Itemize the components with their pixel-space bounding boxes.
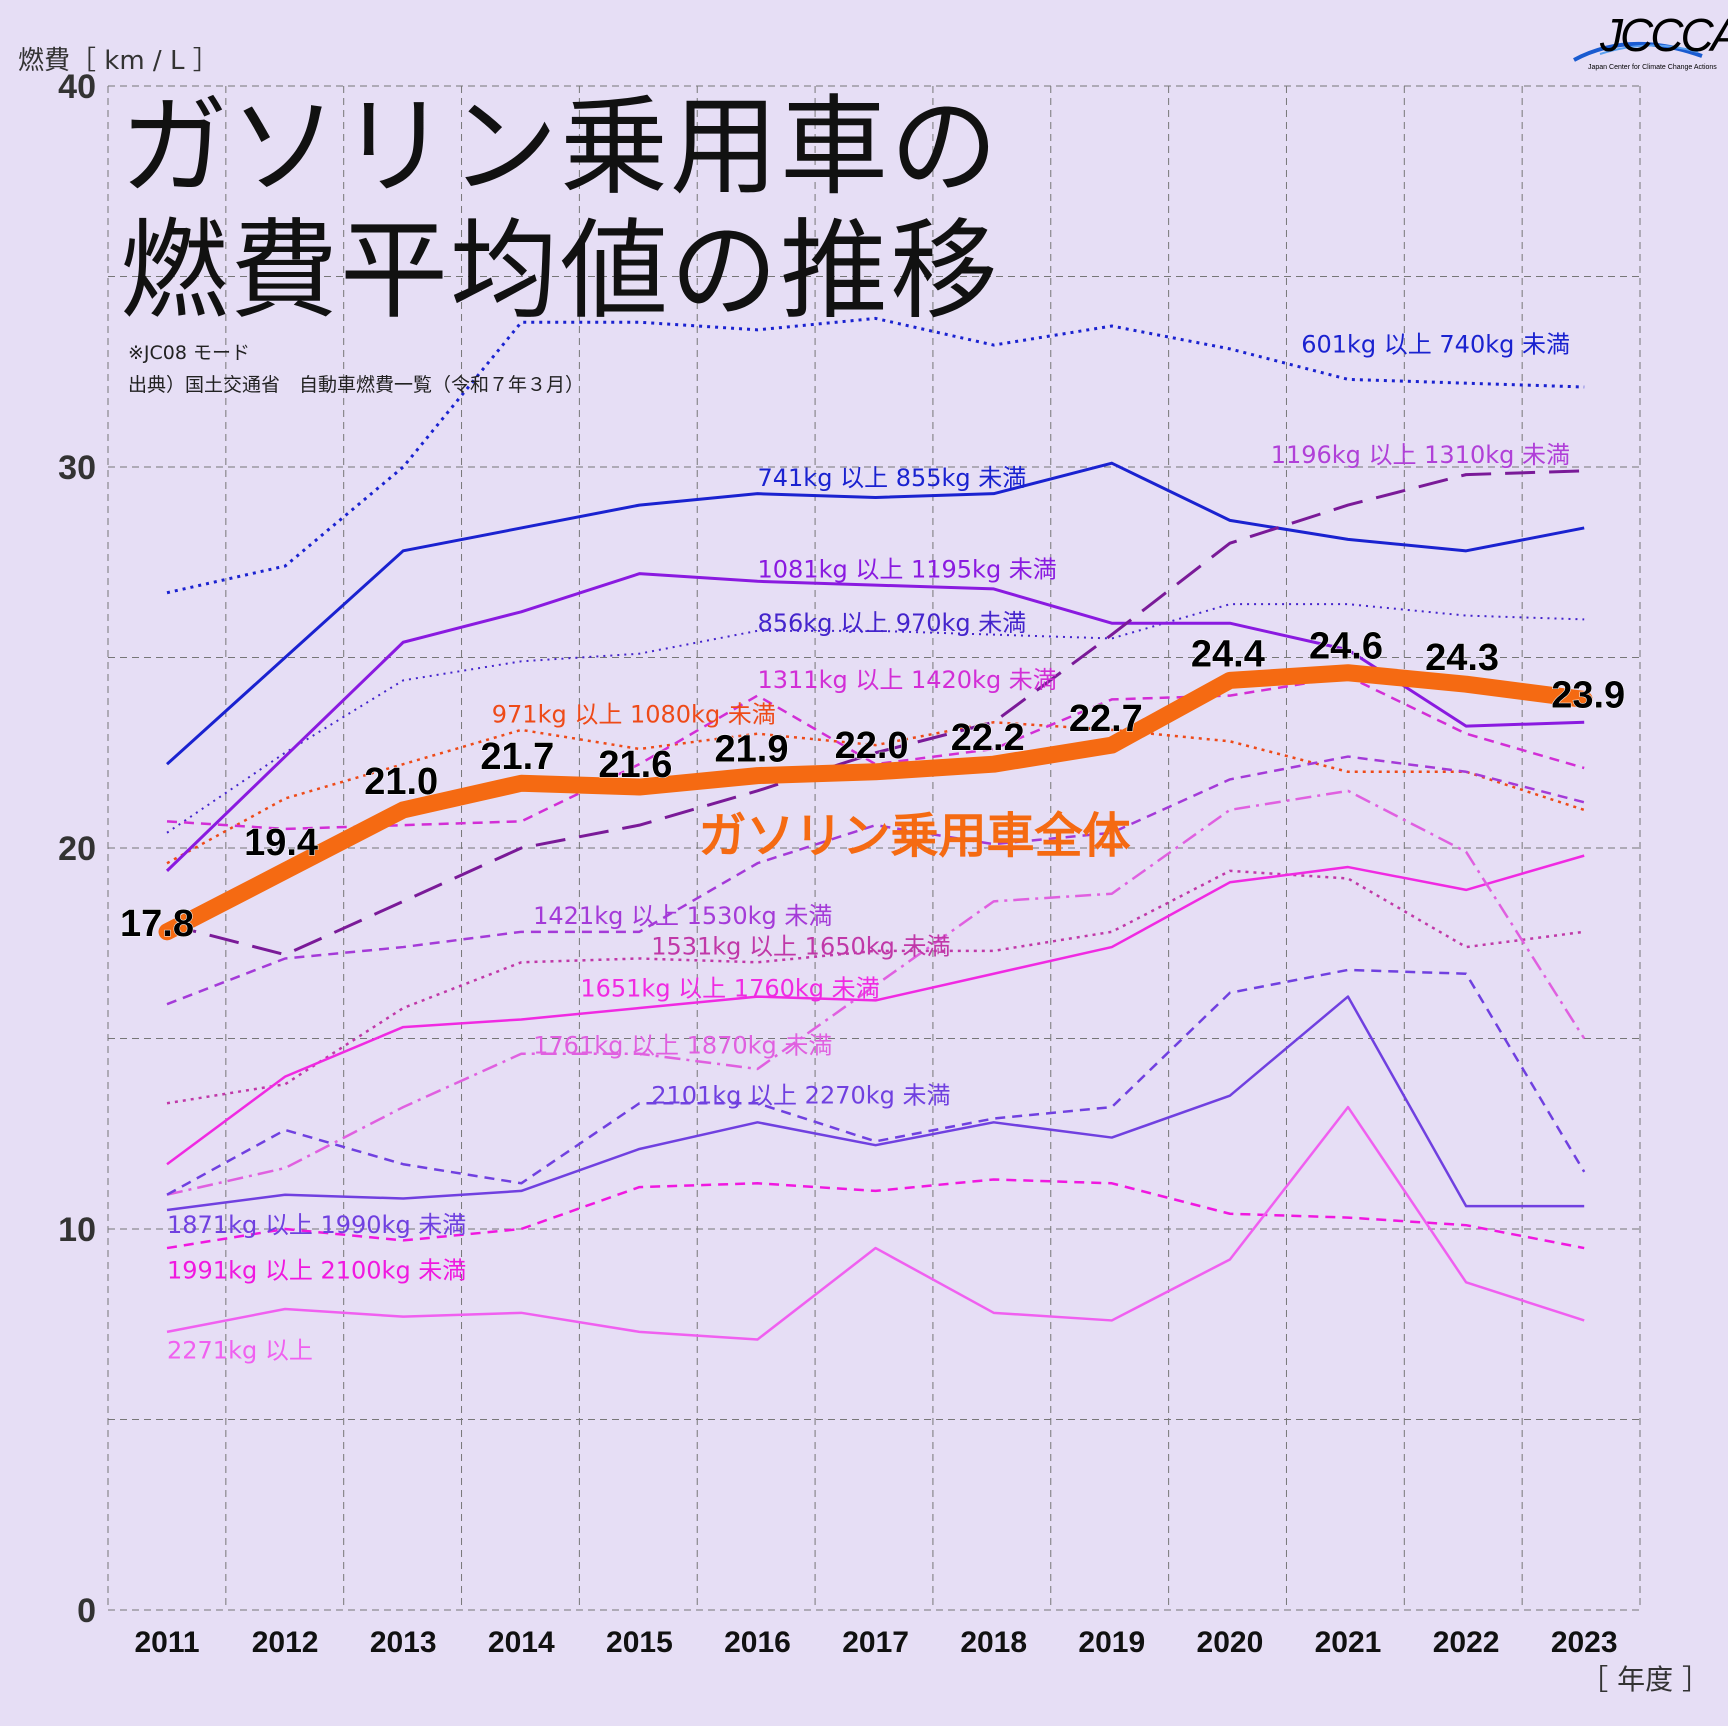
series-label: 601kg 以上 740kg 未満 (1301, 331, 1570, 359)
y-tick-label: 20 (58, 830, 96, 868)
series-label-total: ガソリン乗用車全体 (698, 808, 1130, 864)
series-label: 1196kg 以上 1310kg 未満 (1271, 441, 1570, 469)
chart-title: ガソリン乗用車の 燃費平均値の推移 (120, 86, 1000, 334)
series-line (166, 1178, 1585, 1250)
series-label: 1991kg 以上 2100kg 未満 (167, 1257, 466, 1285)
series-line (165, 572, 1585, 872)
x-axis-unit: ［ 年度 ］ (1580, 1663, 1710, 1696)
chart-title-line2: 燃費平均値の推移 (120, 209, 1001, 334)
y-tick-label: 40 (58, 68, 96, 106)
data-label: 21.7 (480, 736, 554, 778)
y-tick-label: 30 (58, 449, 96, 487)
x-tick-label: 2022 (1433, 1626, 1500, 1659)
series-label: 1531kg 以上 1650kg 未満 (651, 933, 950, 961)
series-label: 741kg 以上 855kg 未満 (758, 464, 1027, 492)
x-tick-label: 2014 (488, 1626, 555, 1659)
data-label: 17.8 (120, 903, 194, 945)
series-label: 1761kg 以上 1870kg 未満 (533, 1032, 832, 1060)
series-line (166, 1105, 1585, 1341)
data-label: 23.9 (1551, 674, 1625, 716)
series-line (166, 721, 1585, 865)
data-label: 21.0 (364, 761, 438, 803)
data-label: 24.6 (1309, 626, 1383, 668)
chart-title-line1: ガソリン乗用車の (120, 85, 1001, 210)
series-label: 1311kg 以上 1420kg 未満 (758, 666, 1057, 694)
data-label: 24.4 (1191, 633, 1265, 675)
x-tick-label: 2023 (1551, 1626, 1618, 1659)
x-tick-label: 2018 (960, 1626, 1027, 1659)
data-label: 21.9 (715, 729, 789, 771)
x-tick-label: 2011 (134, 1626, 199, 1659)
data-label: 22.2 (951, 717, 1025, 759)
note-mode: ※JC08 モード (128, 342, 251, 364)
series-label: 971kg 以上 1080kg 未満 (492, 700, 776, 728)
series-line (166, 755, 1585, 1006)
series-line (166, 854, 1585, 1166)
x-tick-label: 2013 (370, 1626, 437, 1659)
series-label: 1871kg 以上 1990kg 未満 (167, 1211, 466, 1239)
series-label: 856kg 以上 970kg 未満 (758, 609, 1027, 637)
series-line (166, 603, 1585, 834)
series-line (166, 789, 1586, 1196)
x-tick-label: 2017 (842, 1626, 909, 1659)
series-label: 1421kg 以上 1530kg 未満 (533, 902, 832, 930)
series-line (166, 968, 1586, 1196)
x-tick-label: 2019 (1078, 1626, 1145, 1659)
note-source: 出典）国土交通省 自動車燃費一覧（令和７年３月） (128, 374, 585, 396)
series-line (166, 469, 1585, 957)
logo-swoosh-icon (1573, 42, 1703, 62)
x-tick-label: 2021 (1315, 1626, 1382, 1659)
x-tick-label: 2015 (606, 1626, 673, 1659)
y-tick-label: 10 (58, 1211, 96, 1249)
data-label: 22.7 (1069, 698, 1143, 740)
y-axis-title: 燃費［ km / L ］ (18, 46, 219, 76)
series-line (165, 461, 1585, 766)
y-tick-label: 0 (77, 1592, 96, 1630)
series-line-total (158, 664, 1593, 941)
jccca-logo: JCCCA Japan Center for Climate Change Ac… (1570, 8, 1728, 78)
series-label: 2271kg 以上 (167, 1337, 313, 1365)
x-tick-label: 2020 (1197, 1626, 1264, 1659)
data-label: 21.6 (598, 744, 672, 786)
series-label: 1651kg 以上 1760kg 未満 (580, 975, 879, 1003)
series-label: 1081kg 以上 1195kg 未満 (758, 555, 1057, 583)
x-tick-label: 2016 (724, 1626, 791, 1659)
x-tick-label: 2012 (252, 1626, 319, 1659)
series-label: 2101kg 以上 2270kg 未満 (651, 1081, 950, 1109)
data-label: 19.4 (244, 822, 318, 864)
logo-subtitle: Japan Center for Climate Change Actions (1588, 64, 1717, 71)
logo-text: JCCCA (1600, 9, 1728, 61)
series-line (166, 316, 1585, 595)
series-line (166, 995, 1585, 1212)
data-label: 22.0 (835, 725, 909, 767)
data-label: 24.3 (1425, 637, 1499, 679)
